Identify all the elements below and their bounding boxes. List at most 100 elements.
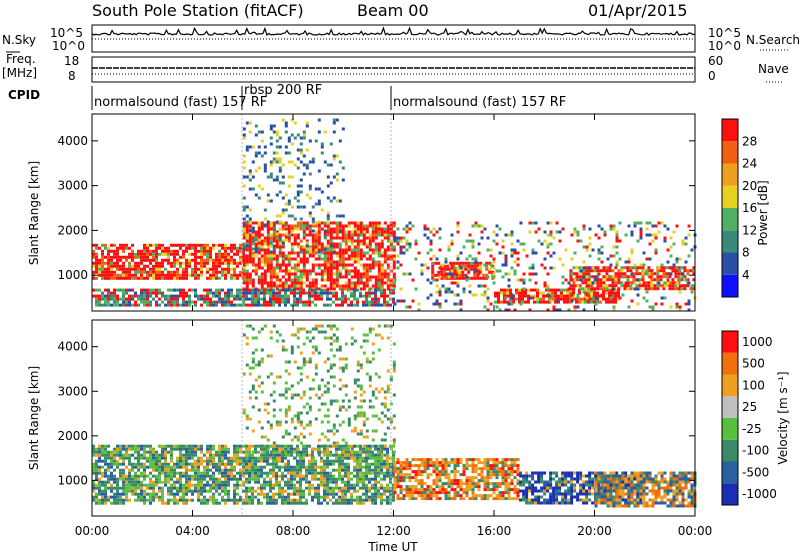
heatmap-cell [566,291,569,295]
heatmap-cell [365,272,369,276]
heatmap-cell [299,378,303,382]
heatmap-cell [101,261,104,265]
heatmap-cell [152,459,155,463]
heatmap-cell [128,453,131,457]
heatmap-cell [356,498,359,502]
heatmap-cell [92,252,95,256]
heatmap-cell [101,273,104,277]
heatmap-cell [179,276,182,280]
heatmap-cell [257,465,260,469]
heatmap-cell [362,486,365,490]
heatmap-cell [95,462,98,466]
heatmap-cell [149,252,152,256]
heatmap-cell [329,266,333,270]
heatmap-cell [566,297,569,301]
heatmap-cell [284,444,287,448]
heatmap-cell [386,272,390,276]
heatmap-cell [338,453,341,457]
heatmap-cell [329,181,333,185]
heatmap-cell [383,477,386,481]
heatmap-cell [101,276,104,280]
heatmap-cell [110,255,113,259]
heatmap-cell [317,224,321,228]
heatmap-cell [380,275,384,279]
heatmap-cell [266,450,269,454]
heatmap-cell [386,275,390,279]
heatmap-cell [116,501,119,505]
heatmap-cell [164,468,167,472]
heatmap-cell [266,402,270,406]
heatmap-cell [215,501,218,505]
heatmap-cell [302,272,306,276]
heatmap-cell [164,273,167,277]
heatmap-cell [113,243,116,247]
heatmap-cell [293,239,297,243]
heatmap-cell [173,486,176,490]
heatmap-cell [257,420,261,424]
heatmap-cell [341,263,345,267]
heatmap-cell [188,258,191,262]
heatmap-cell [677,281,681,285]
heatmap-cell [278,303,281,307]
heatmap-cell [104,468,107,472]
heatmap-cell [377,263,381,267]
heatmap-cell [290,142,294,146]
heatmap-cell [275,236,279,240]
heatmap-cell [320,465,323,469]
heatmap-cell [290,444,293,448]
heatmap-cell [101,270,104,274]
heatmap-cell [392,288,395,292]
heatmap-cell [119,501,122,505]
heatmap-cell [131,480,134,484]
heatmap-cell [383,233,387,237]
heatmap-cell [615,236,619,240]
heatmap-cell [263,236,267,240]
heatmap-cell [266,245,270,249]
heatmap-cell [182,273,185,277]
heatmap-cell [536,291,539,295]
heatmap-cell [215,477,218,481]
heatmap-cell [269,241,273,245]
heatmap-cell [209,450,212,454]
heatmap-cell [107,267,110,271]
heatmap-cell [122,267,125,271]
heatmap-cell [122,261,125,265]
heatmap-cell [125,453,128,457]
heatmap-cell [305,486,308,490]
heatmap-cell [128,246,131,250]
heatmap-cell [224,492,227,496]
heatmap-cell [618,296,622,300]
heatmap-cell [254,447,257,451]
heatmap-cell [344,498,347,502]
heatmap-cell [245,242,249,246]
heatmap-cell [170,273,173,277]
heatmap-cell [110,489,113,493]
heatmap-cell [452,264,456,268]
heatmap-cell [380,291,383,295]
heatmap-cell [242,175,246,179]
heatmap-cell [260,357,264,361]
heatmap-cell [461,270,465,274]
heatmap-cell [456,230,460,234]
heatmap-cell [269,160,273,164]
heatmap-cell [426,278,430,282]
heatmap-cell [281,224,285,228]
heatmap-cell [329,254,333,258]
heatmap-cell [380,284,384,288]
heatmap-cell [332,236,336,240]
heatmap-cell [242,257,246,261]
heatmap-cell [587,291,590,295]
heatmap-cell [528,221,532,225]
heatmap-cell [350,275,354,279]
heatmap-cell [359,462,362,466]
heatmap-cell [290,266,294,270]
heatmap-cell [245,477,248,481]
heatmap-cell [191,246,194,250]
heatmap-cell [638,284,642,288]
heatmap-cell [164,453,167,457]
heatmap-cell [266,269,270,273]
heatmap-cell [278,483,281,487]
heatmap-cell [350,477,353,481]
heatmap-cell [194,270,197,274]
heatmap-cell [128,498,131,502]
